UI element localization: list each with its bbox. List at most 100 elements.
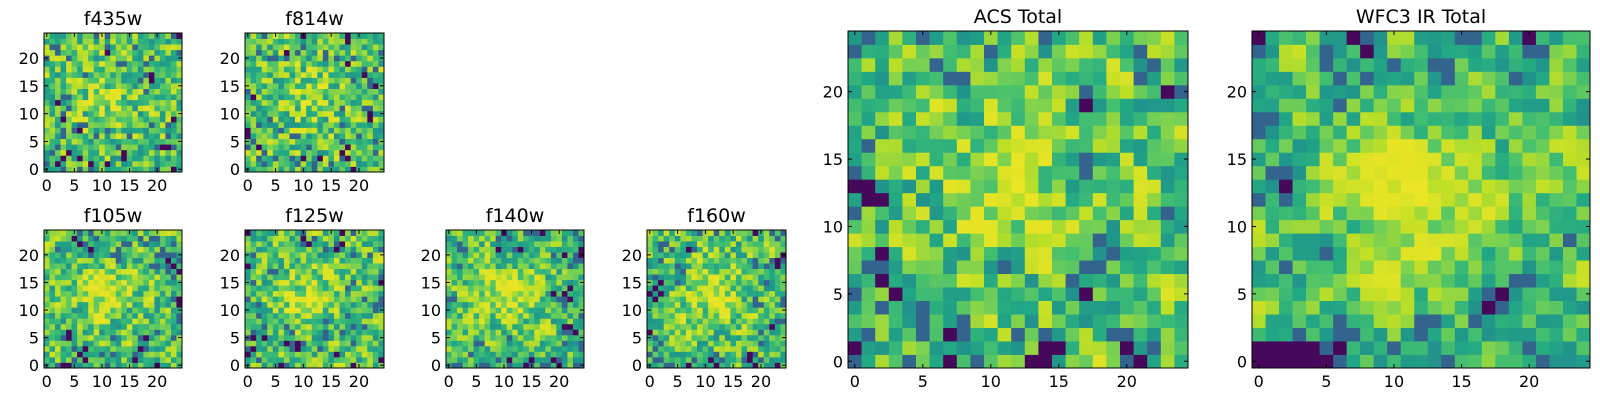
y-tick-label: 10: [19, 105, 39, 124]
heatmap-cell: [1106, 44, 1121, 59]
heatmap-cell: [902, 341, 917, 355]
heatmap-cell: [550, 323, 557, 330]
heatmap-cell: [283, 77, 290, 84]
heatmap-cell: [680, 312, 687, 319]
heatmap-cell: [1011, 31, 1026, 45]
heatmap-cell: [1038, 327, 1053, 342]
heatmap-cell: [115, 301, 122, 308]
heatmap-cell: [1400, 287, 1415, 301]
heatmap-cell: [261, 155, 268, 162]
heatmap-cell: [333, 296, 340, 303]
heatmap-cell: [350, 155, 357, 162]
heatmap-cell: [367, 323, 374, 330]
heatmap-cell: [378, 160, 385, 167]
heatmap-cell: [769, 279, 776, 286]
heatmap-cell: [278, 301, 285, 308]
heatmap-cell: [148, 60, 155, 67]
heatmap-cell: [110, 241, 117, 247]
heatmap-cell: [1576, 192, 1591, 207]
heatmap-cell: [647, 268, 653, 275]
heatmap-cell: [572, 235, 579, 242]
heatmap-cell: [1306, 219, 1320, 234]
heatmap-cell: [154, 138, 161, 145]
heatmap-cell: [256, 246, 263, 253]
heatmap-cell: [49, 55, 56, 62]
heatmap-cell: [512, 257, 519, 264]
heatmap-cell: [66, 110, 72, 117]
heatmap-cell: [747, 356, 754, 363]
heatmap-cell: [702, 296, 709, 303]
x-tick-label: 10: [494, 372, 514, 391]
heatmap-cell: [1133, 98, 1148, 113]
heatmap-cell: [372, 138, 379, 145]
heatmap-cell: [126, 279, 133, 286]
heatmap-cell: [148, 121, 155, 128]
heatmap-cell: [1508, 273, 1523, 288]
heatmap-cell: [148, 334, 155, 341]
heatmap-cell: [99, 116, 106, 123]
heatmap-cell: [300, 38, 307, 45]
heatmap-cell: [272, 149, 279, 156]
heatmap-cell: [283, 307, 290, 314]
heatmap-cell: [758, 345, 765, 352]
heatmap-cell: [652, 230, 659, 236]
heatmap-cell: [55, 88, 61, 95]
heatmap-cell: [110, 318, 117, 325]
heatmap-cell: [774, 334, 781, 341]
heatmap-cell: [311, 329, 318, 336]
heatmap-cell: [372, 166, 379, 173]
heatmap-cell: [356, 351, 363, 358]
heatmap-cell: [741, 340, 748, 347]
heatmap-cell: [506, 274, 513, 281]
heatmap-cell: [345, 268, 352, 275]
heatmap-cell: [283, 66, 290, 73]
heatmap-cell: [984, 71, 998, 86]
heatmap-cell: [758, 241, 765, 247]
heatmap-cell: [126, 274, 133, 281]
heatmap-cell: [110, 77, 117, 84]
heatmap-cell: [115, 340, 122, 347]
heatmap-cell: [1522, 341, 1537, 355]
y-tick-label: 10: [421, 301, 441, 320]
heatmap-cell: [170, 323, 177, 330]
heatmap-cell: [165, 252, 172, 258]
heatmap-cell: [561, 263, 568, 270]
heatmap-cell: [567, 290, 574, 297]
heatmap-cell: [691, 263, 698, 270]
heatmap-cell: [137, 110, 144, 117]
heatmap-cell: [468, 268, 474, 275]
heatmap-cell: [1360, 300, 1375, 315]
heatmap-cell: [372, 274, 379, 281]
heatmap-cell: [345, 49, 352, 56]
heatmap-cell: [170, 38, 177, 45]
heatmap-cell: [361, 127, 368, 134]
heatmap-cell: [741, 285, 748, 292]
heatmap-cell: [245, 49, 251, 56]
heatmap-cell: [1360, 287, 1375, 301]
heatmap-cell: [148, 77, 155, 84]
heatmap-cell: [1319, 152, 1334, 167]
heatmap-cell: [997, 192, 1012, 207]
heatmap-cell: [674, 318, 681, 325]
heatmap-cell: [1306, 341, 1320, 355]
heatmap-cell: [55, 351, 61, 358]
heatmap-cell: [261, 44, 268, 51]
heatmap-cell: [556, 252, 563, 258]
heatmap-cell: [741, 274, 748, 281]
heatmap-cell: [1481, 246, 1496, 261]
heatmap-cell: [115, 66, 122, 73]
heatmap-cell: [66, 149, 72, 156]
heatmap-cell: [916, 57, 930, 72]
heatmap-cell: [1454, 179, 1469, 194]
heatmap-cell: [361, 241, 368, 247]
heatmap-cell: [517, 241, 524, 247]
heatmap-cell: [356, 99, 363, 106]
heatmap-cell: [758, 274, 765, 281]
heatmap-cell: [272, 307, 279, 314]
heatmap-cell: [774, 312, 781, 319]
heatmap-cell: [943, 152, 958, 167]
heatmap-cell: [289, 312, 296, 319]
heatmap-cell: [752, 274, 759, 281]
heatmap-cell: [1549, 354, 1564, 369]
heatmap-cell: [261, 60, 268, 67]
